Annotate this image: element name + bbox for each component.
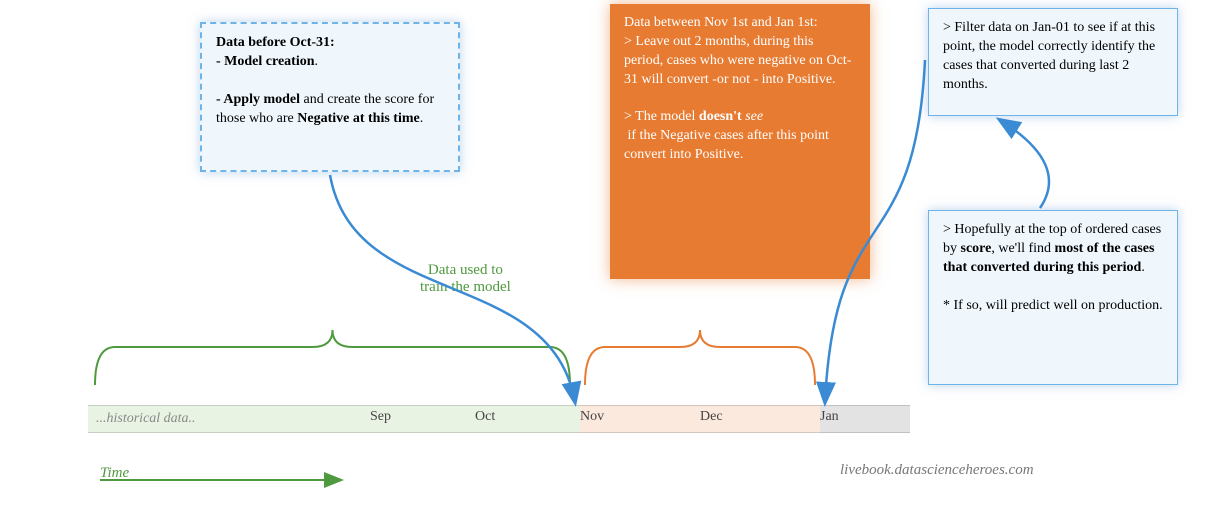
month-label-oct: Oct bbox=[475, 409, 495, 425]
caption-train-line2: train the model bbox=[420, 279, 511, 295]
callout-hopefully: > Hopefully at the top of ordered cases … bbox=[928, 210, 1178, 385]
timeline-historical-label: ...historical data.. bbox=[96, 411, 196, 427]
brace-green bbox=[95, 330, 570, 385]
timeline: ...historical data.. bbox=[88, 405, 910, 433]
caption-train-data: Data used to train the model bbox=[420, 262, 511, 296]
month-label-dec: Dec bbox=[700, 409, 723, 425]
time-axis-label: Time bbox=[100, 465, 129, 482]
timeline-seg-historical: ...historical data.. bbox=[88, 405, 580, 433]
callout-before-oct31: Data before Oct-31:- Model creation.- Ap… bbox=[200, 22, 460, 172]
arrow-hopefully-to-filter bbox=[1000, 120, 1049, 208]
month-label-nov: Nov bbox=[580, 409, 604, 425]
source-attribution: livebook.datascienceheroes.com bbox=[840, 462, 1034, 479]
callout-filter-jan: > Filter data on Jan-01 to see if at thi… bbox=[928, 8, 1178, 116]
brace-orange bbox=[585, 330, 815, 385]
caption-train-line1: Data used to bbox=[428, 262, 503, 278]
month-label-jan: Jan bbox=[820, 409, 839, 425]
callout-nov-jan: Data between Nov 1st and Jan 1st:> Leave… bbox=[610, 4, 870, 279]
month-label-sep: Sep bbox=[370, 409, 391, 425]
